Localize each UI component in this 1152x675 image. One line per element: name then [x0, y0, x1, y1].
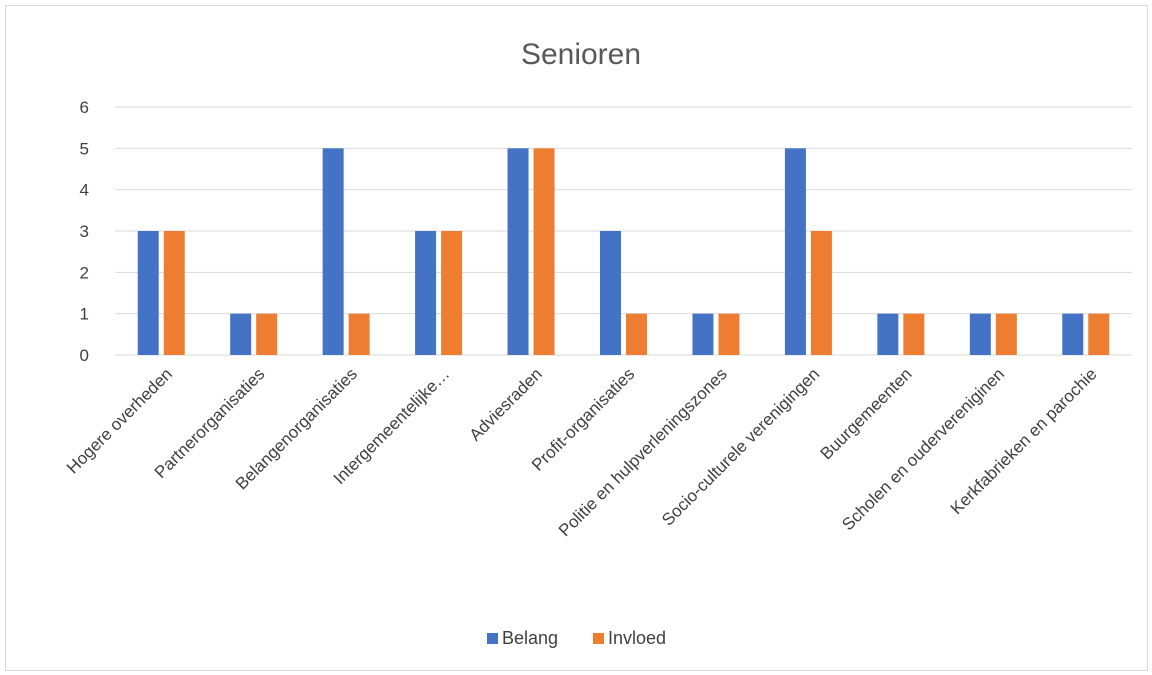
- y-tick-label: 1: [80, 305, 89, 324]
- bar-invloed: [256, 313, 278, 355]
- bar-invloed: [1088, 313, 1110, 355]
- bar-chart: Senioren 0 1 2 3 4 5 6 Hogere overhedenPartner…: [63, 38, 1132, 648]
- bar-belang: [969, 313, 991, 355]
- x-category-label: Scholen en oudervereniginen: [838, 364, 1008, 534]
- bar-belang: [507, 148, 529, 355]
- x-category-label: Kerkfabrieken en parochie: [947, 364, 1101, 518]
- legend-swatch: [593, 633, 604, 644]
- y-axis-ticks: 0 1 2 3 4 5 6: [80, 98, 89, 365]
- bars: [137, 148, 1110, 355]
- chart-title: Senioren: [521, 38, 641, 71]
- x-category-label: Profit-organisaties: [528, 364, 638, 474]
- bar-belang: [877, 313, 899, 355]
- bar-belang: [692, 313, 714, 355]
- x-category-label: Buurgemeenten: [817, 364, 916, 463]
- y-tick-label: 0: [80, 346, 89, 365]
- bar-invloed: [995, 313, 1017, 355]
- bar-belang: [322, 148, 344, 355]
- x-axis-labels: Hogere overhedenPartnerorganisatiesBelan…: [63, 364, 1101, 540]
- legend-swatch: [487, 633, 498, 644]
- x-category-label: Politie en hulpverleningszones: [555, 364, 731, 540]
- bar-belang: [600, 231, 621, 355]
- legend-label: Belang: [502, 628, 558, 648]
- bar-invloed: [163, 231, 185, 355]
- bar-belang: [415, 231, 437, 355]
- bar-invloed: [903, 313, 925, 355]
- bar-invloed: [348, 313, 370, 355]
- bar-invloed: [441, 231, 463, 355]
- legend-label: Invloed: [608, 628, 666, 648]
- x-category-label: Socio-culturele verenigingen: [658, 364, 823, 529]
- y-tick-label: 5: [80, 139, 89, 158]
- bar-belang: [784, 148, 806, 355]
- y-tick-label: 3: [80, 222, 89, 241]
- chart-area: Senioren 0 1 2 3 4 5 6 Hogere overheden Partner…: [5, 5, 1148, 671]
- bar-belang: [1062, 313, 1084, 355]
- bar-invloed: [533, 148, 555, 355]
- bar-invloed: [718, 313, 740, 355]
- bar-belang: [137, 231, 159, 355]
- y-tick-label: 6: [80, 98, 89, 117]
- gridlines: [115, 106, 1132, 356]
- x-category-label: Adviesraden: [466, 364, 546, 444]
- bar-belang: [230, 313, 252, 355]
- bar-invloed: [626, 313, 647, 355]
- y-tick-label: 2: [80, 263, 89, 282]
- y-tick-label: 4: [80, 181, 89, 200]
- bar-invloed: [810, 231, 832, 355]
- legend: Belang Invloed: [487, 628, 666, 648]
